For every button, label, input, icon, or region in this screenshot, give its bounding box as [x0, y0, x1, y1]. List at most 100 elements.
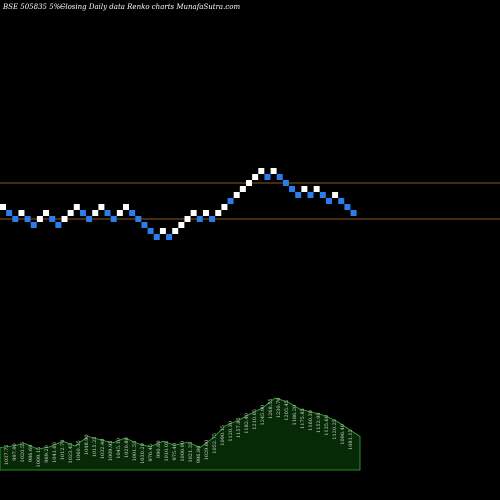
volume-label: 1000.90: [180, 441, 186, 462]
volume-label: 1160.30: [308, 410, 314, 431]
down-brick: [325, 198, 332, 204]
volume-label: 1060.35: [76, 440, 82, 461]
volume-label: 1090.15: [220, 425, 226, 446]
down-brick: [49, 216, 56, 222]
volume-label: 990.60: [156, 440, 162, 458]
up-brick: [123, 204, 129, 210]
down-brick: [135, 216, 142, 222]
volume-label: 976.45: [148, 444, 154, 462]
volume-fill: [0, 397, 361, 471]
volume-label: 1021.35: [188, 442, 194, 463]
volume-label: 1010.05: [164, 441, 170, 462]
down-brick: [153, 234, 160, 240]
down-brick: [209, 216, 216, 222]
down-brick: [104, 210, 111, 216]
down-brick: [30, 222, 37, 228]
up-brick: [221, 204, 228, 210]
volume-label: 1012.70: [60, 440, 66, 461]
down-brick: [79, 210, 86, 216]
down-brick: [129, 210, 136, 216]
volume-label: 1020.55: [20, 442, 26, 463]
up-brick: [202, 210, 209, 216]
down-brick: [307, 192, 314, 198]
volume-label: 1009.15: [36, 447, 42, 468]
volume-label: 1205.45: [284, 400, 290, 421]
up-brick: [252, 174, 259, 180]
volume-label: 1135.60: [324, 415, 330, 436]
volume-label: 1048.90: [84, 434, 90, 455]
volume-label: 1210.65: [252, 409, 258, 430]
up-brick: [0, 204, 6, 210]
down-brick: [110, 216, 117, 222]
up-brick: [73, 204, 80, 210]
volume-label: 1230.70: [276, 398, 282, 419]
down-brick: [196, 216, 203, 222]
volume-label: 1030.20: [140, 443, 146, 464]
volume-label: 1020.80: [124, 437, 130, 458]
volume-label: 1001.55: [132, 441, 138, 462]
volume-label: 1041.60: [52, 442, 58, 463]
volume-label: 1245.90: [260, 405, 266, 426]
volume-label: 1023.45: [68, 443, 74, 464]
volume-label: 1186.20: [292, 405, 298, 426]
down-brick: [24, 216, 31, 222]
chart-description: Closing Daily data Renko charts MunafaSu…: [60, 3, 240, 11]
down-brick: [86, 216, 93, 222]
volume-label: 1015.25: [92, 437, 98, 458]
volume-label: 1120.25: [332, 419, 338, 440]
volume-label: 1029.60: [204, 440, 210, 461]
up-brick: [61, 216, 68, 222]
volume-label: 1157.85: [236, 417, 242, 438]
down-brick: [264, 174, 271, 180]
up-brick: [92, 210, 99, 216]
down-brick: [141, 222, 148, 228]
up-brick: [98, 204, 105, 210]
up-brick: [36, 216, 43, 222]
up-brick: [239, 186, 246, 192]
volume-label: 969.20: [44, 445, 50, 463]
up-brick: [258, 168, 265, 174]
volume-label: 986.60: [28, 445, 34, 463]
volume-label: 1081.15: [348, 429, 354, 450]
up-brick: [233, 192, 240, 198]
down-brick: [350, 210, 357, 216]
up-brick: [313, 186, 320, 192]
volume-label: 1045.10: [116, 438, 122, 459]
down-brick: [166, 234, 173, 240]
down-brick: [295, 192, 302, 198]
up-brick: [43, 210, 50, 216]
renko-bricks: [0, 168, 357, 240]
up-brick: [301, 186, 308, 192]
volume-label: 1032.40: [100, 439, 106, 460]
up-brick: [215, 210, 222, 216]
volume-label: 1182.40: [244, 413, 250, 434]
up-brick: [18, 210, 25, 216]
down-brick: [289, 186, 296, 192]
down-brick: [338, 198, 345, 204]
down-brick: [282, 180, 289, 186]
up-brick: [184, 216, 191, 222]
up-brick: [116, 210, 123, 216]
volume-label: 1175.85: [300, 408, 306, 429]
up-brick: [190, 210, 197, 216]
volume-area: [0, 397, 361, 471]
volume-label: 1152.95: [316, 412, 322, 433]
volume-label: 975.40: [172, 443, 178, 461]
up-brick: [159, 228, 166, 234]
volume-label: 986.80: [196, 446, 202, 464]
down-brick: [344, 204, 351, 210]
up-brick: [246, 180, 252, 186]
down-brick: [319, 192, 326, 198]
up-brick: [178, 222, 185, 228]
volume-label: 1037.75: [4, 445, 10, 466]
down-brick: [227, 198, 234, 204]
symbol-label: BSE 505835 5%~: [2, 3, 66, 11]
volume-label: 1009.95: [108, 441, 114, 462]
down-brick: [6, 210, 13, 216]
up-brick: [67, 210, 74, 216]
volume-label: 1268.55: [268, 398, 274, 419]
down-brick: [55, 222, 62, 228]
up-brick: [172, 228, 179, 234]
up-brick: [270, 168, 277, 174]
volume-label: 1052.75: [212, 433, 218, 454]
